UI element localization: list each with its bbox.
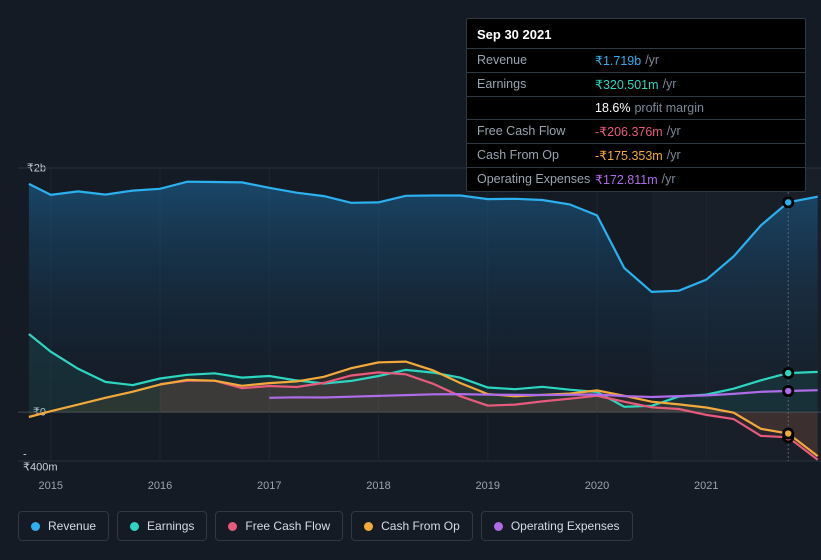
tooltip-suffix: /yr	[667, 124, 681, 139]
tooltip-suffix: profit margin	[634, 101, 703, 115]
legend: Revenue Earnings Free Cash Flow Cash From O…	[18, 511, 633, 541]
legend-label: Operating Expenses	[511, 519, 620, 533]
legend-label: Revenue	[48, 519, 96, 533]
tooltip-value: ₹1.719b	[595, 53, 641, 68]
tooltip-label	[477, 101, 595, 115]
x-axis-label: 2015	[39, 480, 63, 492]
tooltip-label: Free Cash Flow	[477, 124, 595, 139]
tooltip-value: ₹172.811m	[595, 172, 658, 187]
tooltip-suffix: /yr	[667, 148, 681, 163]
tooltip-suffix: /yr	[645, 53, 659, 68]
tooltip-row: Free Cash Flow-₹206.376m/yr	[467, 120, 805, 144]
legend-item-revenue[interactable]: Revenue	[18, 511, 109, 541]
x-axis: 2015 2016 2017 2018 2019 2020 2021	[18, 480, 821, 500]
tooltip-value: 18.6%	[595, 101, 630, 115]
tooltip-label: Operating Expenses	[477, 172, 595, 187]
tooltip-suffix: /yr	[663, 77, 677, 92]
x-axis-label: 2016	[148, 480, 172, 492]
tooltip-row: Operating Expenses₹172.811m/yr	[467, 168, 805, 191]
tooltip-label: Earnings	[477, 77, 595, 92]
plot-area[interactable]	[18, 168, 821, 419]
x-axis-label: 2017	[257, 480, 281, 492]
tooltip-row: Earnings₹320.501m/yr	[467, 73, 805, 97]
tooltip-value: ₹320.501m	[595, 77, 659, 92]
tooltip-value: -₹206.376m	[595, 124, 663, 139]
legend-item-free-cash-flow[interactable]: Free Cash Flow	[215, 511, 343, 541]
x-axis-label: 2019	[476, 480, 500, 492]
financials-chart: Sep 30 2021 Revenue₹1.719b/yrEarnings₹32…	[0, 0, 821, 560]
tooltip-label: Cash From Op	[477, 148, 595, 163]
legend-label: Free Cash Flow	[245, 519, 330, 533]
legend-dot	[130, 522, 139, 531]
x-axis-label: 2018	[366, 480, 390, 492]
legend-item-operating-expenses[interactable]: Operating Expenses	[481, 511, 633, 541]
legend-dot	[31, 522, 40, 531]
x-axis-label: 2021	[694, 480, 718, 492]
tooltip-label: Revenue	[477, 53, 595, 68]
tooltip-suffix: /yr	[662, 172, 676, 187]
tooltip-row: 18.6% profit margin	[467, 97, 805, 120]
legend-item-earnings[interactable]: Earnings	[117, 511, 207, 541]
x-axis-label: 2020	[585, 480, 609, 492]
tooltip-date: Sep 30 2021	[467, 19, 805, 49]
tooltip-row: Cash From Op-₹175.353m/yr	[467, 144, 805, 168]
chart-tooltip: Sep 30 2021 Revenue₹1.719b/yrEarnings₹32…	[466, 18, 806, 192]
tooltip-value: -₹175.353m	[595, 148, 663, 163]
legend-label: Cash From Op	[381, 519, 460, 533]
legend-dot	[364, 522, 373, 531]
legend-dot	[228, 522, 237, 531]
legend-label: Earnings	[147, 519, 194, 533]
tooltip-row: Revenue₹1.719b/yr	[467, 49, 805, 73]
legend-dot	[494, 522, 503, 531]
legend-item-cash-from-op[interactable]: Cash From Op	[351, 511, 473, 541]
